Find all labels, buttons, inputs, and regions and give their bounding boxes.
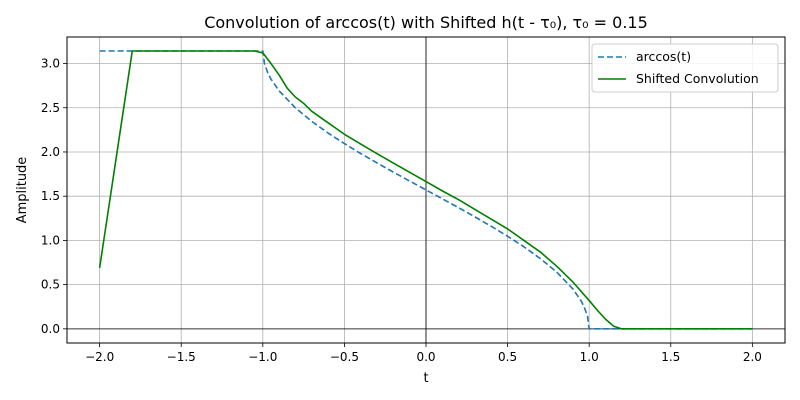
x-tick-label: −1.5 xyxy=(167,350,196,364)
y-axis-label: Amplitude xyxy=(15,157,30,224)
legend-label-arccos: arccos(t) xyxy=(636,49,691,64)
series-lines xyxy=(98,50,753,330)
chart-title: Convolution of arccos(t) with Shifted h(… xyxy=(204,13,648,32)
y-tick-label: 2.5 xyxy=(41,101,60,115)
x-tick-label: 0.5 xyxy=(498,350,517,364)
series-line-shifted-convolution xyxy=(98,50,753,330)
x-axis-label: t xyxy=(423,371,428,386)
x-tick-label: 0.0 xyxy=(416,350,435,364)
y-tick-label: 3.0 xyxy=(41,57,60,71)
legend: arccos(t) Shifted Convolution xyxy=(591,43,779,93)
x-tick-label: −0.5 xyxy=(330,350,359,364)
x-tick-label: −2.0 xyxy=(85,350,114,364)
x-tick-label: 1.0 xyxy=(580,350,599,364)
y-tick-label: 0.5 xyxy=(41,278,60,292)
y-tick-label: 2.0 xyxy=(41,145,60,159)
x-tick-label: 1.5 xyxy=(661,350,680,364)
plot-frame xyxy=(66,36,786,344)
y-tick-label: 1.5 xyxy=(41,189,60,203)
x-tick-label: −1.0 xyxy=(248,350,277,364)
y-tick-label: 0.0 xyxy=(41,322,60,336)
legend-label-shifted-convolution: Shifted Convolution xyxy=(636,71,759,86)
y-tick-label: 1.0 xyxy=(41,233,60,247)
legend-box xyxy=(591,43,779,93)
series-line-arccos xyxy=(99,50,753,330)
tick-labels: −2.0 −1.5 −1.0 −0.5 0.0 0.5 1.0 1.5 2.0 0.0 0.5 1.0… xyxy=(41,57,762,364)
x-tick-label: 2.0 xyxy=(743,350,762,364)
